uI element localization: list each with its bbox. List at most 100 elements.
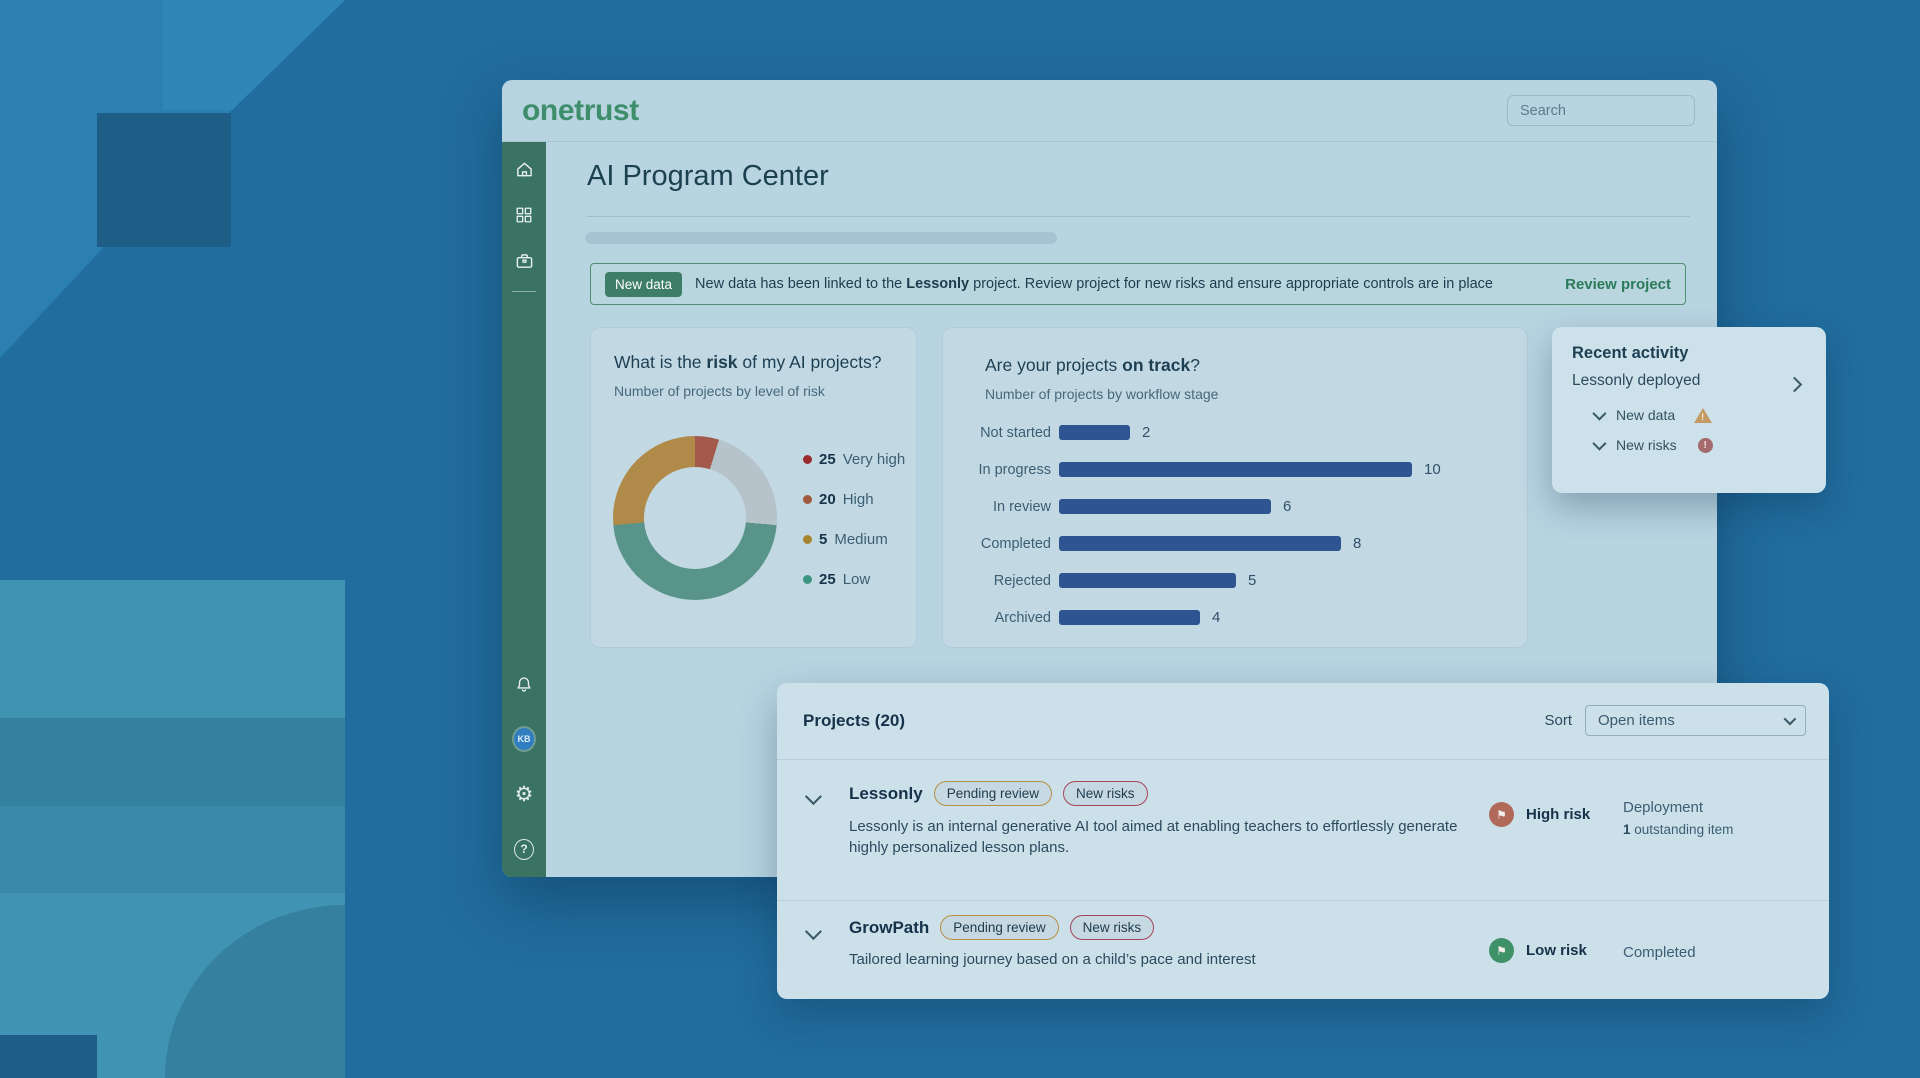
legend-dot-very-high [803, 454, 812, 464]
recent-row-label: New data [1616, 407, 1676, 423]
bar-label: Not started [980, 424, 1051, 441]
workflow-chart-subtitle: Number of projects by workflow stage [985, 386, 1219, 402]
bg-shape-dark-bottom [0, 1035, 97, 1078]
project-name-line: GrowPath Pending review New risks [849, 915, 1155, 940]
legend-dot-low [803, 574, 812, 584]
risk-label: Low risk [1526, 942, 1587, 959]
bar-value: 10 [1424, 461, 1441, 478]
legend-value: 25 [819, 570, 836, 588]
sort-value: Open items [1598, 712, 1675, 729]
sort-group: Sort Open items [1544, 705, 1806, 736]
project-name-line: Lessonly Pending review New risks [849, 781, 1148, 806]
help-icon[interactable]: ? [514, 838, 534, 860]
page-title: AI Program Center [587, 160, 829, 192]
bar [1059, 573, 1236, 588]
sort-dropdown[interactable]: Open items [1585, 705, 1806, 736]
bar-row: In review 6 [963, 488, 1509, 525]
legend-label: Medium [834, 530, 888, 548]
risk-legend: 25 Very high 20 High 5 Medium 25 Low [803, 449, 905, 589]
bg-band [0, 806, 345, 893]
bar-label: Archived [994, 609, 1051, 626]
recent-row-label: New risks [1616, 437, 1677, 453]
project-name[interactable]: GrowPath [849, 917, 930, 937]
apps-grid-icon[interactable] [514, 205, 534, 225]
home-icon[interactable] [514, 159, 534, 179]
search-input[interactable] [1507, 95, 1709, 126]
project-name[interactable]: Lessonly [849, 783, 923, 803]
gear-icon[interactable]: ⚙ [514, 782, 534, 806]
projects-panel: Projects (20) Sort Open items Lessonly P… [777, 683, 1829, 999]
bar-value: 5 [1248, 572, 1257, 589]
risk-title-pre: What is the [614, 352, 707, 372]
bar [1059, 536, 1341, 551]
legend-label: High [842, 490, 874, 508]
workflow-title-bold: on track [1122, 355, 1191, 375]
risk-title-post: of my AI projects? [737, 352, 882, 372]
alert-circle-icon: ! [1697, 437, 1713, 453]
new-risks-badge: New risks [1063, 781, 1148, 806]
chevron-down-icon[interactable] [1592, 406, 1607, 421]
title-divider [587, 216, 1690, 217]
recent-activity-row[interactable]: New data ! [1592, 406, 1806, 423]
status-column: Deployment 1 outstanding item [1623, 799, 1733, 837]
bell-icon[interactable] [514, 674, 534, 694]
pending-review-badge: Pending review [933, 781, 1053, 806]
legend-dot-high [803, 494, 812, 504]
notification-banner: New data New data has been linked to the… [590, 263, 1686, 305]
project-row-growpath: GrowPath Pending review New risks Tailor… [777, 901, 1829, 999]
banner-message-project: Lessonly [906, 276, 970, 292]
project-description: Lessonly is an internal generative AI to… [849, 818, 1458, 856]
recent-activity-title: Recent activity [1572, 344, 1689, 362]
bg-left-column [0, 580, 345, 1078]
briefcase-icon[interactable] [514, 251, 534, 271]
avatar[interactable]: KB [514, 728, 534, 750]
projects-title: Projects (20) [803, 711, 906, 730]
review-project-link[interactable]: Review project [1565, 275, 1671, 293]
recent-activity-row[interactable]: New risks ! [1592, 436, 1806, 453]
bar [1059, 499, 1271, 514]
risk-flag-icon: ⚑ [1489, 802, 1514, 827]
legend-value: 20 [819, 490, 836, 508]
bar-row: Not started 2 [963, 414, 1509, 451]
workflow-bar-chart: Not started 2 In progress 10 In review 6… [963, 414, 1509, 636]
risk-donut [613, 436, 777, 600]
bg-band [0, 580, 345, 718]
expand-chevron-icon[interactable] [804, 788, 822, 806]
bar-value: 8 [1353, 535, 1362, 552]
new-data-badge: New data [605, 271, 683, 297]
legend-item: 25 Very high [803, 449, 905, 469]
bg-shape-dark-square [97, 113, 231, 247]
bar [1059, 425, 1130, 440]
risk-title-bold: risk [706, 352, 738, 372]
risk-chart-card: What is the risk of my AI projects? Numb… [590, 327, 917, 648]
sidebar-divider [512, 291, 536, 292]
bar-row: Archived 4 [963, 599, 1509, 636]
skeleton-loading-bar [585, 232, 1057, 244]
expand-chevron-icon[interactable] [804, 923, 822, 941]
workflow-chart-title: Are your projects on track? [985, 355, 1200, 376]
status-outstanding: 1 outstanding item [1623, 822, 1733, 837]
chevron-down-icon[interactable] [1592, 436, 1607, 451]
top-bar: onetrust [502, 80, 1717, 142]
workflow-title-pre: Are your projects [985, 355, 1123, 375]
search-field[interactable] [1518, 101, 1709, 120]
sidebar-nav: KB ⚙ ? [502, 142, 546, 877]
row-divider [777, 900, 1829, 901]
status-count: 1 [1623, 822, 1631, 837]
risk-label: High risk [1526, 806, 1591, 823]
legend-item: 5 Medium [803, 529, 905, 549]
status-stage: Completed [1623, 944, 1696, 961]
bar [1059, 462, 1412, 477]
legend-item: 25 Low [803, 569, 905, 589]
recent-activity-item[interactable]: Lessonly deployed [1572, 372, 1701, 389]
bar-label: In review [992, 498, 1051, 515]
onetrust-logo: onetrust [522, 93, 639, 127]
workflow-chart-card: Are your projects on track? Number of pr… [942, 327, 1528, 648]
project-description: Tailored learning journey based on a chi… [849, 951, 1256, 968]
risk-chart-subtitle: Number of projects by level of risk [614, 383, 825, 399]
risk-group: ⚑ High risk [1489, 802, 1590, 827]
bar-label: Rejected [993, 572, 1051, 589]
status-column: Completed [1623, 944, 1696, 961]
pending-review-badge: Pending review [940, 915, 1059, 940]
sort-label: Sort [1544, 712, 1572, 729]
